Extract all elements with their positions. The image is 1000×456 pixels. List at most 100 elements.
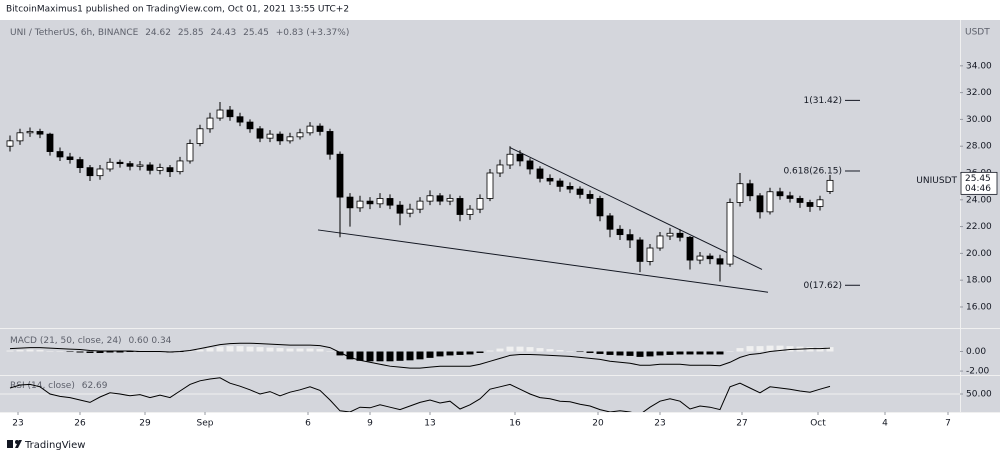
macd-histogram-bar xyxy=(16,350,24,352)
macd-histogram-bar xyxy=(486,350,494,352)
candle-body xyxy=(216,109,224,119)
candle-body xyxy=(96,168,104,177)
macd-histogram-bar xyxy=(546,349,554,352)
macd-histogram-bar xyxy=(296,348,304,352)
candle-body xyxy=(186,143,194,162)
candle-body xyxy=(726,202,734,265)
candle-body xyxy=(56,151,64,158)
macd-histogram-bar xyxy=(556,350,564,352)
macd-legend: MACD (21, 50, close, 24) 0.60 0.34 xyxy=(10,336,172,346)
rsi-readout: 62.69 xyxy=(82,381,108,391)
macd-histogram-bar xyxy=(686,351,694,355)
macd-histogram-bar xyxy=(596,351,604,354)
byline: BitcoinMaximus1 published on TradingView… xyxy=(6,5,349,15)
macd-histogram-bar xyxy=(36,350,44,352)
low-readout: 24.43 xyxy=(210,28,236,38)
rsi-title: RSI (14, close) xyxy=(10,381,75,391)
macd-histogram-bar xyxy=(336,351,344,356)
macd-histogram-bar xyxy=(506,346,514,352)
macd-histogram-bar xyxy=(766,345,774,352)
candle-body xyxy=(236,116,244,123)
macd-histogram-bar xyxy=(246,346,254,352)
macd-histogram-bar xyxy=(396,351,404,361)
fib-label: 1(31.42) xyxy=(803,96,842,106)
candle-body xyxy=(256,128,264,139)
macd-histogram-bar xyxy=(276,348,284,352)
rsi-legend: RSI (14, close) 62.69 xyxy=(10,381,108,391)
x-tick-label: 23 xyxy=(12,419,23,429)
candle-body xyxy=(716,258,724,265)
x-tick-label: Oct xyxy=(810,419,826,429)
candle-body xyxy=(116,161,124,165)
macd-histogram-bar xyxy=(186,351,194,352)
y-tick-label: 28.00 xyxy=(966,142,992,152)
y-tick-label: 32.00 xyxy=(966,88,992,98)
candle-body xyxy=(756,195,764,213)
candle-body xyxy=(346,196,354,209)
y-tick-label: 24.00 xyxy=(966,195,992,205)
x-tick-label: 13 xyxy=(424,419,435,429)
candle-body xyxy=(286,136,294,142)
candle-body xyxy=(466,208,474,215)
candle-body xyxy=(776,191,784,197)
candle-body xyxy=(506,153,514,166)
price-plot xyxy=(6,101,834,293)
x-tick-label: 16 xyxy=(509,419,521,429)
y-tick-label: 30.00 xyxy=(966,115,992,125)
candle-body xyxy=(816,199,824,207)
macd-plot xyxy=(6,342,834,369)
macd-histogram-bar xyxy=(736,348,744,352)
macd-histogram-bar xyxy=(456,351,464,355)
candle-body xyxy=(556,180,564,187)
macd-histogram-bar xyxy=(576,351,584,353)
candle-body xyxy=(136,164,144,167)
candle-body xyxy=(326,131,334,155)
candle-body xyxy=(246,121,254,130)
macd-histogram-bar xyxy=(436,351,444,357)
candle-body xyxy=(606,215,614,230)
candle-body xyxy=(356,200,364,209)
y-tick-label: 34.00 xyxy=(966,61,992,71)
candle-body xyxy=(796,198,804,203)
candle-body xyxy=(786,195,794,199)
change-readout: +0.83 (+3.37%) xyxy=(276,28,350,38)
macd-histogram-bar xyxy=(306,348,314,352)
candle-body xyxy=(16,132,24,142)
macd-histogram-bar xyxy=(616,351,624,356)
candle-body xyxy=(636,239,644,262)
candle-body xyxy=(146,164,154,171)
candle-body xyxy=(156,167,164,171)
macd-histogram-bar xyxy=(606,351,614,355)
candle-body xyxy=(806,202,814,207)
x-tick-label: Sep xyxy=(197,419,214,429)
candle-body xyxy=(456,198,464,215)
macd-histogram-bar xyxy=(256,347,264,352)
macd-histogram-bar xyxy=(666,351,674,355)
high-readout: 25.85 xyxy=(178,28,204,38)
macd-histogram-bar xyxy=(56,351,64,353)
chart-background xyxy=(0,20,1000,412)
x-tick-label: 7 xyxy=(945,419,951,429)
candle-body xyxy=(696,255,704,261)
candle-body xyxy=(196,128,204,144)
fib-label: 0.618(26.15) xyxy=(783,166,842,176)
macd-histogram-bar xyxy=(46,351,54,352)
last-price-label: 25.45 xyxy=(965,174,991,184)
macd-histogram-bar xyxy=(116,351,124,353)
macd-histogram-bar xyxy=(726,351,734,353)
x-tick-label: 27 xyxy=(736,419,747,429)
macd-histogram-bar xyxy=(196,349,204,352)
candle-body xyxy=(306,125,314,134)
macd-histogram-bar xyxy=(86,351,94,353)
macd-histogram-bar xyxy=(76,351,84,353)
x-tick-label: 6 xyxy=(305,419,311,429)
macd-histogram-bar xyxy=(106,351,114,353)
macd-histogram-bar xyxy=(636,351,644,357)
candle-body xyxy=(536,168,544,179)
candle-body xyxy=(86,167,94,177)
candle-body xyxy=(826,179,834,192)
macd-histogram-bar xyxy=(406,351,414,361)
macd-histogram-bar xyxy=(236,346,244,352)
macd-histogram-bar xyxy=(816,347,824,352)
macd-histogram-bar xyxy=(66,351,74,353)
